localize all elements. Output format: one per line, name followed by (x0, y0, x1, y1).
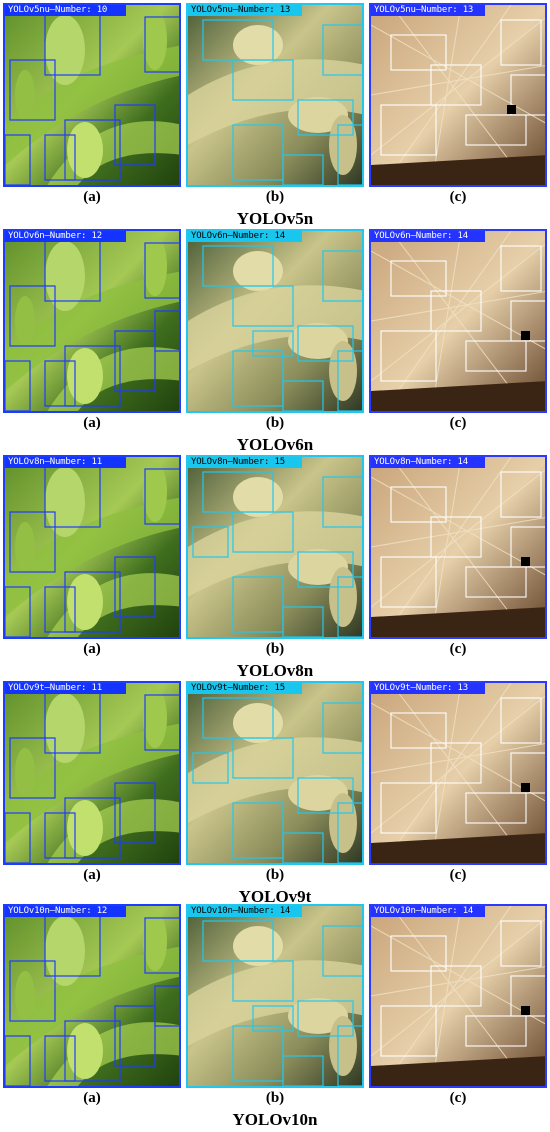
panel-label-c: (c) (449, 189, 467, 205)
panel-c-dry-wheat: YOLOv8n—Number: 14 (369, 455, 547, 639)
panel-label-c: (c) (449, 1090, 467, 1106)
model-title: YOLOv9t (238, 887, 312, 906)
dry-wheat-image (371, 683, 545, 863)
panel-a-green-wheat: YOLOv9t—Number: 11 (3, 681, 181, 865)
detection-count: YOLOv5nu—Number: 10 (5, 5, 126, 16)
panel-a-green-wheat: YOLOv10n—Number: 12 (3, 904, 181, 1088)
result-group-3: YOLOv8n—Number: 11 YOLOv8n—Number: 15 (0, 455, 550, 681)
detection-count: YOLOv8n—Number: 15 (188, 457, 302, 468)
panel-label-a: (a) (83, 189, 101, 205)
detection-count: YOLOv6n—Number: 14 (371, 231, 485, 242)
detection-count: YOLOv9t—Number: 11 (5, 683, 126, 694)
yellow-wheat-image (188, 683, 362, 863)
panel-b-yellow-wheat: YOLOv8n—Number: 15 (186, 455, 364, 639)
panel-c-dry-wheat: YOLOv6n—Number: 14 (369, 229, 547, 413)
panel-label-c: (c) (449, 415, 467, 431)
detection-count: YOLOv10n—Number: 12 (5, 906, 126, 917)
model-title: YOLOv5n (236, 209, 314, 228)
panel-label-a: (a) (83, 1090, 101, 1106)
panel-label-b: (b) (265, 1090, 285, 1106)
result-group-4: YOLOv9t—Number: 11 YOLOv9t—Number: 15 (0, 681, 550, 907)
dry-wheat-image (371, 457, 545, 637)
panel-label-a: (a) (83, 641, 101, 657)
detection-count: YOLOv8n—Number: 14 (371, 457, 485, 468)
panel-label-b: (b) (265, 867, 285, 883)
model-title: YOLOv10n (232, 1110, 318, 1129)
panel-b-yellow-wheat: YOLOv9t—Number: 15 (186, 681, 364, 865)
detection-count: YOLOv10n—Number: 14 (371, 906, 485, 917)
green-wheat-image (5, 5, 179, 185)
result-group-1: YOLOv5nu—Number: 10 YOLOv5nu—Number: 13 (0, 3, 550, 229)
yellow-wheat-image (188, 457, 362, 637)
yellow-wheat-image (188, 231, 362, 411)
detection-count: YOLOv8n—Number: 11 (5, 457, 126, 468)
panel-a-green-wheat: YOLOv6n—Number: 12 (3, 229, 181, 413)
panel-c-dry-wheat: YOLOv10n—Number: 14 (369, 904, 547, 1088)
dry-wheat-image (371, 231, 545, 411)
panel-label-a: (a) (83, 867, 101, 883)
panel-label-c: (c) (449, 641, 467, 657)
panel-label-a: (a) (83, 415, 101, 431)
result-group-2: YOLOv6n—Number: 12 YOLOv6n—Number: 14 (0, 229, 550, 455)
detection-count: YOLOv9t—Number: 13 (371, 683, 485, 694)
panel-b-yellow-wheat: YOLOv6n—Number: 14 (186, 229, 364, 413)
panel-label-c: (c) (449, 867, 467, 883)
detection-count: YOLOv6n—Number: 14 (188, 231, 302, 242)
green-wheat-image (5, 231, 179, 411)
yellow-wheat-image (188, 906, 362, 1086)
panel-label-b: (b) (265, 189, 285, 205)
dry-wheat-image (371, 906, 545, 1086)
result-group-5: YOLOv10n—Number: 12 YOLOv10n—Number: 14 (0, 904, 550, 1130)
model-title: YOLOv8n (236, 661, 314, 680)
detection-count: YOLOv10n—Number: 14 (188, 906, 302, 917)
detection-count: YOLOv9t—Number: 15 (188, 683, 302, 694)
panel-c-dry-wheat: YOLOv9t—Number: 13 (369, 681, 547, 865)
detection-count: YOLOv6n—Number: 12 (5, 231, 126, 242)
dry-wheat-image (371, 5, 545, 185)
detection-count: YOLOv5nu—Number: 13 (188, 5, 302, 16)
panel-a-green-wheat: YOLOv5nu—Number: 10 (3, 3, 181, 187)
green-wheat-image (5, 906, 179, 1086)
panel-label-b: (b) (265, 641, 285, 657)
green-wheat-image (5, 457, 179, 637)
panel-b-yellow-wheat: YOLOv10n—Number: 14 (186, 904, 364, 1088)
panel-b-yellow-wheat: YOLOv5nu—Number: 13 (186, 3, 364, 187)
detection-count: YOLOv5nu—Number: 13 (371, 5, 485, 16)
model-title: YOLOv6n (236, 435, 314, 454)
green-wheat-image (5, 683, 179, 863)
panel-a-green-wheat: YOLOv8n—Number: 11 (3, 455, 181, 639)
yellow-wheat-image (188, 5, 362, 185)
panel-label-b: (b) (265, 415, 285, 431)
panel-c-dry-wheat: YOLOv5nu—Number: 13 (369, 3, 547, 187)
